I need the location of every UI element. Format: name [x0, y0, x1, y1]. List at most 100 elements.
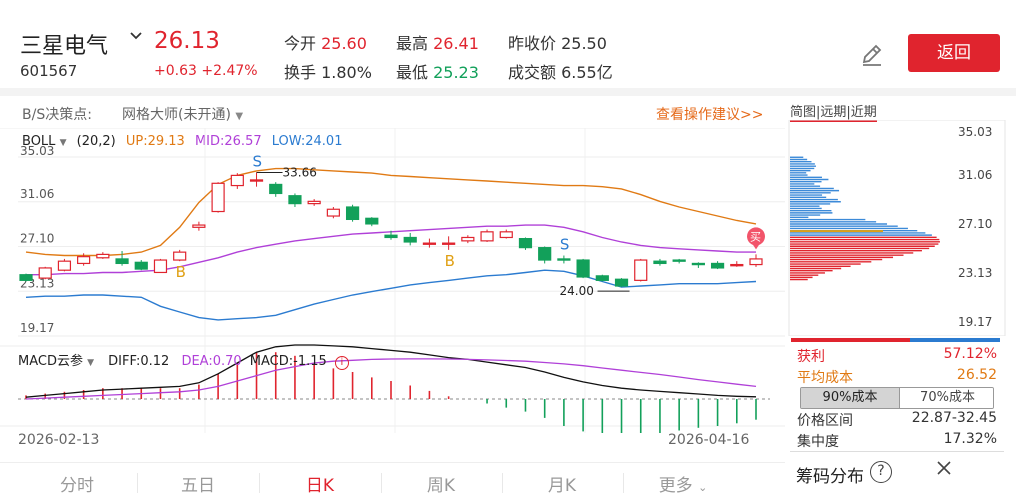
period-tabs: 分时 五日 日K 周K 月K 更多 ⌄: [0, 462, 785, 500]
candle: [269, 182, 283, 197]
tab-divider: [381, 473, 382, 493]
tab-more[interactable]: 更多 ⌄: [628, 471, 738, 496]
candle: [518, 237, 533, 250]
tab-intraday[interactable]: 分时: [60, 476, 94, 496]
y-tick-label: 19.17: [20, 321, 54, 335]
macd-dea: DEA:0.70: [181, 354, 242, 369]
candle-body: [710, 262, 725, 269]
tab-daily-k[interactable]: 日K: [305, 476, 335, 496]
candle: [115, 251, 129, 266]
candle-body: [403, 236, 417, 243]
quote-label: 昨收价: [508, 34, 557, 53]
candle-body: [422, 242, 437, 245]
candle-body: [249, 179, 264, 182]
trade-signals: B S B S: [176, 152, 570, 281]
edit-icon[interactable]: [858, 40, 886, 68]
boll-up: UP:29.13: [125, 134, 185, 149]
candle: [730, 261, 744, 267]
change-percent: +2.47%: [201, 63, 258, 79]
loss-bar-fill: [910, 338, 1000, 342]
candle: [96, 252, 110, 259]
buy-badge-label: 买: [750, 230, 761, 243]
candle: [249, 172, 264, 187]
boll-up-line: [25, 167, 757, 257]
candle-body: [518, 237, 533, 249]
chip-price-label: 19.17: [958, 315, 992, 329]
date-end: 2026-04-16: [668, 432, 750, 448]
candle-body: [57, 260, 72, 271]
candle-body: [153, 259, 168, 274]
boll-lines: [25, 167, 757, 321]
chip-footer: [790, 451, 1004, 493]
candle: [499, 229, 513, 239]
trade-signal-s: S: [253, 152, 263, 170]
avg-cost-value: 26.52: [956, 367, 997, 383]
caret-down-icon: ▼: [59, 138, 67, 148]
chevron-down-icon[interactable]: [128, 28, 144, 48]
tab-monthly-k[interactable]: 月K: [547, 476, 577, 496]
quote-value: 25.60: [321, 34, 367, 53]
price-change: +0.63 +2.47%: [154, 63, 258, 79]
quote-low: 最低 25.23: [396, 59, 479, 83]
candle-body: [499, 231, 513, 239]
candle-body: [442, 242, 456, 245]
advice-link[interactable]: 查看操作建议>>: [656, 107, 764, 123]
concentration-label: 集中度: [797, 434, 839, 450]
boll-legend[interactable]: BOLL ▼ (20,2) UP:29.13 MID:26.57 LOW:24.…: [22, 134, 342, 149]
tab-five-day[interactable]: 五日: [181, 476, 215, 496]
stock-code: 601567: [20, 62, 78, 80]
help-icon[interactable]: ?: [870, 461, 892, 483]
info-icon[interactable]: i: [334, 356, 349, 370]
candle-body: [134, 261, 148, 270]
macd-panel: [18, 344, 770, 433]
candle-body: [480, 231, 494, 242]
candle-body: [653, 260, 667, 265]
cost-90-button[interactable]: 90%成本: [801, 388, 899, 408]
profit-label: 获利: [797, 349, 825, 365]
macd-name: MACD云参: [18, 354, 83, 369]
candle-body: [634, 259, 648, 281]
buy-badge-tail: [752, 243, 760, 250]
candles: [19, 172, 763, 288]
stock-name[interactable]: 三星电气: [20, 34, 109, 59]
candle-body: [672, 259, 686, 262]
candle: [19, 273, 33, 282]
candle: [211, 182, 225, 213]
caret-down-icon: ▼: [87, 358, 95, 368]
candle: [672, 258, 686, 264]
back-button[interactable]: 返回: [908, 34, 1000, 72]
boll-mid: MID:26.57: [194, 134, 262, 149]
chip-period-tabs[interactable]: 简图|远期|近期: [790, 101, 877, 122]
candle: [634, 258, 648, 282]
profit-value: 57.12%: [943, 346, 997, 362]
profit-bar-fill: [791, 338, 910, 342]
candle-body: [288, 195, 302, 205]
candle-body: [230, 174, 244, 187]
cost-70-button[interactable]: 70%成本: [899, 388, 993, 408]
candle: [173, 249, 187, 262]
tab-weekly-k[interactable]: 周K: [426, 476, 456, 496]
tab-divider: [623, 473, 624, 493]
candle: [326, 206, 340, 219]
close-icon[interactable]: [934, 458, 954, 484]
candle-body: [326, 208, 340, 217]
candle-body: [538, 247, 552, 261]
macd-legend[interactable]: MACD云参 ▼ DIFF:0.12 DEA:0.70 MACD:-1.15 i: [18, 350, 349, 370]
candle-body: [461, 236, 475, 242]
tab-more-label: 更多: [658, 476, 693, 496]
quote-prev-close: 昨收价 25.50: [508, 30, 607, 54]
chart-grid: [0, 128, 785, 433]
quote-value: 1.80%: [321, 63, 372, 82]
candle: [288, 193, 302, 207]
tab-divider: [259, 473, 260, 493]
chip-price-label: 31.06: [958, 168, 992, 182]
candle-body: [614, 278, 629, 287]
candle: [710, 261, 725, 270]
quote-label: 换手: [284, 63, 317, 82]
change-amount: +0.63: [154, 63, 197, 79]
candle-body: [96, 253, 110, 259]
grid-master-dropdown[interactable]: 网格大师(未开通) ▼: [122, 104, 243, 124]
trade-signal-b: B: [176, 263, 186, 281]
y-tick-label: 31.06: [20, 187, 54, 201]
